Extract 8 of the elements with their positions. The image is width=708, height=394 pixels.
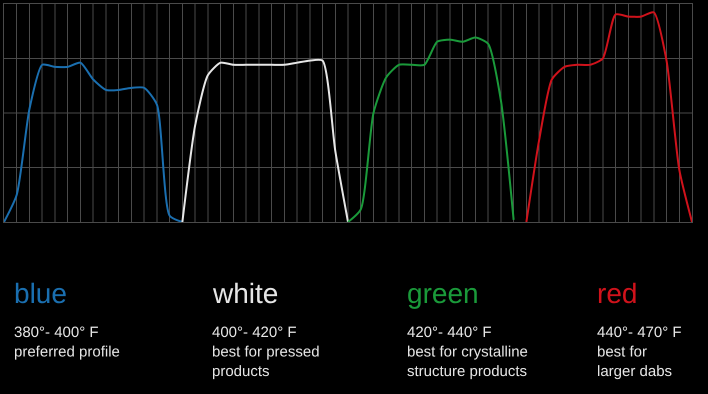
text: 380°- 400° F preferred profile	[14, 324, 120, 360]
text: 420°- 440° F best for crystalline structure products	[407, 324, 528, 380]
text: green	[407, 278, 479, 309]
text: 400°- 420° F best for pressed products	[212, 324, 320, 380]
text: blue	[14, 278, 67, 309]
text: 440°- 470° F best for larger dabs	[597, 324, 682, 380]
text: white	[212, 278, 278, 309]
text: red	[597, 278, 638, 309]
